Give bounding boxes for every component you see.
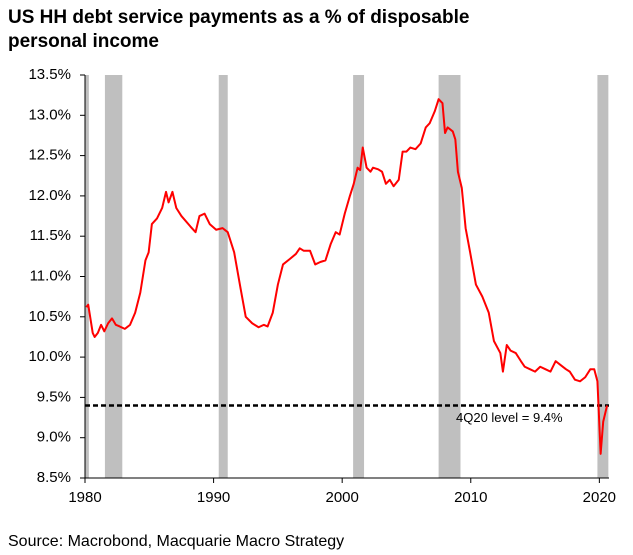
y-tick-label: 12.0%	[28, 187, 71, 204]
x-tick-label: 2010	[454, 489, 487, 506]
y-tick-label: 13.0%	[28, 106, 71, 123]
recession-band	[104, 75, 123, 478]
recession-band	[597, 75, 609, 478]
data-line	[85, 98, 609, 455]
y-tick-label: 13.5%	[28, 66, 71, 83]
recession-band	[218, 75, 228, 478]
y-tick-label: 9.5%	[37, 388, 71, 405]
y-tick-label: 10.5%	[28, 308, 71, 325]
x-tick-label: 1990	[197, 489, 230, 506]
x-tick-label: 1980	[68, 489, 101, 506]
chart-title: US HH debt service payments as a % of di…	[8, 7, 470, 52]
x-tick-label: 2020	[583, 489, 616, 506]
y-tick-label: 8.5%	[37, 469, 71, 486]
y-tick-label: 9.0%	[37, 429, 71, 446]
source-note: Source: Macrobond, Macquarie Macro Strat…	[8, 533, 344, 550]
x-tick-label: 2000	[325, 489, 358, 506]
y-tick-label: 11.0%	[30, 267, 71, 284]
y-tick-label: 11.5%	[30, 227, 71, 244]
reference-label: 4Q20 level = 9.4%	[456, 410, 563, 425]
recession-band	[353, 75, 365, 478]
y-tick-label: 10.0%	[28, 348, 71, 365]
y-tick-label: 12.5%	[28, 147, 71, 164]
recession-band	[85, 75, 89, 478]
recession-band	[438, 75, 461, 478]
